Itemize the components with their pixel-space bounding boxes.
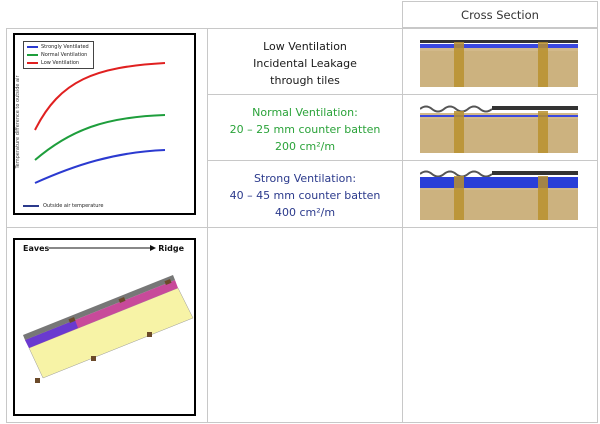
row2-line2: 20 – 25 mm counter batten bbox=[229, 123, 381, 136]
cross-section-image-normal bbox=[420, 103, 578, 153]
chart-legend: Strongly Ventilated Normal Ventilation L… bbox=[23, 41, 94, 69]
row1-line1: Low Ventilation bbox=[263, 40, 347, 53]
row1-description: Low Ventilation Incidental Leakage throu… bbox=[207, 38, 403, 89]
legend-item-low-ventilation: Low Ventilation bbox=[27, 59, 89, 67]
rafter-block-1 bbox=[35, 378, 40, 383]
legend-item-normal-ventilation: Normal Ventilation bbox=[27, 51, 89, 59]
rafter-block-3 bbox=[147, 332, 152, 337]
batten-1 bbox=[68, 317, 76, 323]
ventilation-gradient-blue bbox=[25, 320, 78, 348]
temperature-chart: Strongly Ventilated Normal Ventilation L… bbox=[13, 33, 196, 215]
low-ventilation-line bbox=[34, 62, 166, 131]
legend-item-strongly-ventilated: Strongly Ventilated bbox=[27, 43, 89, 51]
batten-3 bbox=[164, 279, 172, 285]
rafter-block-2 bbox=[91, 356, 96, 361]
header-cross-section-cell bbox=[402, 1, 598, 28]
legend-label: Normal Ventilation bbox=[41, 52, 88, 58]
batten-2 bbox=[118, 297, 126, 303]
empty-cell-middle bbox=[207, 227, 403, 423]
insulation-layer bbox=[28, 287, 194, 379]
cross-section-heading: Cross Section bbox=[461, 8, 539, 22]
normal-ventilation-line bbox=[34, 114, 166, 161]
row2-description: Normal Ventilation: 20 – 25 mm counter b… bbox=[207, 104, 403, 155]
row2-line1: Normal Ventilation: bbox=[252, 106, 358, 119]
empty-cell-right bbox=[402, 227, 598, 423]
roof-diagram: Eaves Ridge bbox=[13, 238, 196, 416]
cross-section-image-strong bbox=[420, 170, 578, 220]
row3-description: Strong Ventilation: 40 – 45 mm counter b… bbox=[207, 170, 403, 221]
strongly-ventilated-line bbox=[34, 149, 166, 184]
row2-line3: 200 cm²/m bbox=[274, 140, 336, 153]
outside-air-legend: Outside air temperature bbox=[23, 203, 103, 209]
row1-line3: through tiles bbox=[270, 74, 340, 87]
outside-air-label: Outside air temperature bbox=[43, 203, 104, 209]
eaves-label: Eaves bbox=[23, 244, 50, 253]
row3-line1: Strong Ventilation: bbox=[253, 172, 357, 185]
row1-line2: Incidental Leakage bbox=[253, 57, 357, 70]
row3-line2: 40 – 45 mm counter batten bbox=[229, 189, 381, 202]
legend-label: Low Ventilation bbox=[41, 60, 80, 66]
row3-line3: 400 cm²/m bbox=[274, 206, 336, 219]
roof-svg bbox=[23, 245, 194, 383]
legend-label: Strongly Ventilated bbox=[41, 44, 89, 50]
cross-section-image-low bbox=[420, 37, 578, 87]
chart-lines bbox=[34, 62, 166, 184]
tile-layer bbox=[23, 275, 175, 340]
ridge-label: Ridge bbox=[158, 244, 184, 253]
